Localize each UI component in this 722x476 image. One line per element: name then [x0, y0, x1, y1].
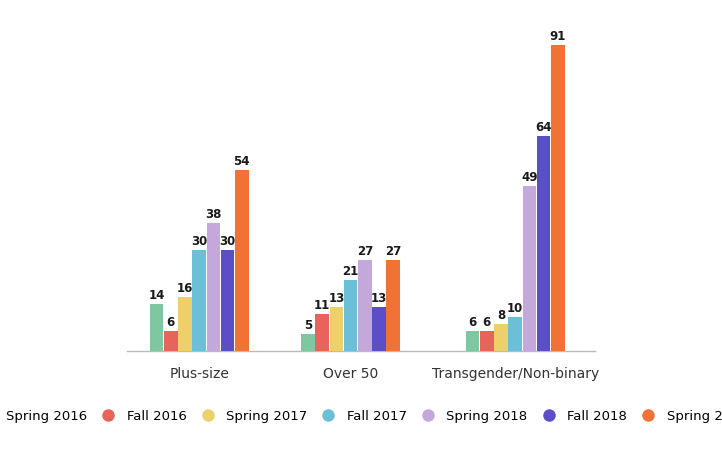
Text: 6: 6: [469, 316, 477, 329]
Text: 6: 6: [483, 316, 491, 329]
Bar: [480, 331, 494, 351]
Text: 11: 11: [314, 299, 331, 312]
Bar: [221, 250, 235, 351]
Text: 30: 30: [219, 235, 235, 248]
Text: 14: 14: [149, 289, 165, 302]
Bar: [386, 260, 400, 351]
Bar: [206, 223, 220, 351]
Text: 27: 27: [385, 245, 401, 258]
Bar: [150, 304, 163, 351]
Text: 16: 16: [177, 282, 193, 295]
Bar: [330, 307, 343, 351]
Bar: [495, 324, 508, 351]
Text: 21: 21: [342, 266, 359, 278]
Bar: [344, 280, 357, 351]
Text: 54: 54: [233, 155, 250, 168]
Bar: [551, 45, 565, 351]
Bar: [316, 314, 329, 351]
Text: 10: 10: [507, 302, 523, 316]
Bar: [508, 317, 522, 351]
Bar: [193, 250, 206, 351]
Text: 38: 38: [205, 208, 222, 221]
Bar: [235, 169, 248, 351]
Text: 6: 6: [167, 316, 175, 329]
Bar: [373, 307, 386, 351]
Bar: [466, 331, 479, 351]
Text: 49: 49: [521, 171, 538, 184]
Bar: [178, 297, 192, 351]
Text: 30: 30: [191, 235, 207, 248]
Bar: [301, 334, 315, 351]
Text: 13: 13: [329, 292, 344, 305]
Bar: [537, 136, 550, 351]
Bar: [358, 260, 372, 351]
Text: 91: 91: [549, 30, 566, 43]
Text: 5: 5: [304, 319, 312, 332]
Text: 8: 8: [497, 309, 505, 322]
Text: 27: 27: [357, 245, 373, 258]
Bar: [164, 331, 178, 351]
Text: 64: 64: [536, 121, 552, 134]
Text: 13: 13: [371, 292, 387, 305]
Bar: [523, 186, 536, 351]
Legend: Spring 2016, Fall 2016, Spring 2017, Fall 2017, Spring 2018, Fall 2018, Spring 2: Spring 2016, Fall 2016, Spring 2017, Fal…: [0, 405, 722, 428]
